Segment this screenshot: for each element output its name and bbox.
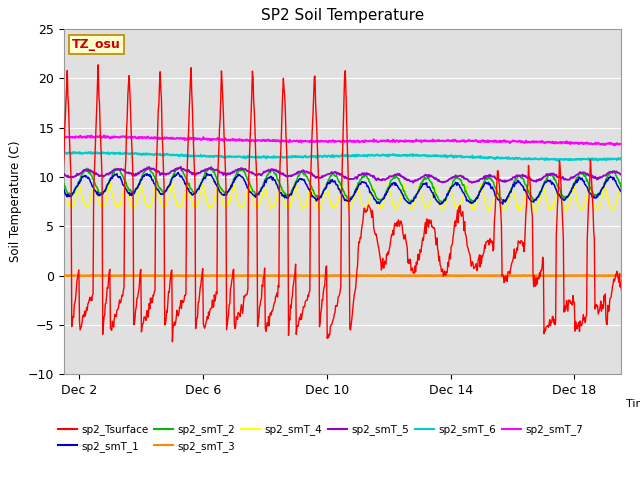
sp2_smT_6 (554, 158, 562, 164)
sp2_smT_7 (393, 137, 401, 143)
sp2_smT_2 (438, 200, 446, 206)
sp2_Tsurface (415, 255, 423, 261)
Legend: sp2_Tsurface, sp2_smT_1, sp2_smT_2, sp2_smT_3, sp2_smT_4, sp2_smT_5, sp2_smT_6, : sp2_Tsurface, sp2_smT_1, sp2_smT_2, sp2_… (58, 424, 583, 452)
sp2_smT_3 (319, 273, 326, 279)
sp2_smT_5 (170, 167, 177, 173)
sp2_smT_7 (415, 138, 423, 144)
sp2_smT_2 (415, 184, 423, 190)
sp2_smT_3 (536, 273, 544, 278)
sp2_smT_2 (45, 180, 52, 185)
sp2_smT_5 (393, 172, 401, 178)
sp2_Tsurface (251, 126, 259, 132)
sp2_smT_7 (319, 138, 326, 144)
sp2_smT_7 (251, 138, 259, 144)
sp2_smT_5 (177, 164, 184, 169)
sp2_smT_6 (45, 150, 52, 156)
sp2_Tsurface (630, 356, 637, 361)
sp2_smT_4 (536, 195, 544, 201)
sp2_smT_6 (536, 156, 543, 162)
sp2_smT_4 (319, 198, 326, 204)
sp2_smT_6 (415, 152, 423, 158)
sp2_smT_6 (170, 153, 178, 158)
Line: sp2_smT_5: sp2_smT_5 (49, 167, 636, 183)
sp2_smT_1 (45, 179, 52, 184)
sp2_smT_2 (536, 192, 544, 197)
sp2_smT_5 (45, 172, 52, 178)
sp2_smT_2 (319, 190, 326, 196)
sp2_smT_2 (632, 178, 640, 184)
sp2_smT_5 (251, 172, 259, 178)
Line: sp2_Tsurface: sp2_Tsurface (49, 65, 636, 359)
sp2_smT_4 (415, 182, 423, 188)
sp2_Tsurface (536, 270, 543, 276)
sp2_smT_7 (170, 136, 178, 142)
sp2_smT_6 (86, 149, 94, 155)
sp2_smT_6 (319, 154, 326, 159)
sp2_smT_5 (536, 177, 544, 182)
sp2_Tsurface (170, 319, 178, 325)
sp2_smT_6 (393, 153, 401, 159)
sp2_smT_3 (459, 273, 467, 279)
sp2_smT_4 (45, 182, 52, 188)
sp2_smT_4 (632, 184, 640, 190)
sp2_smT_5 (468, 180, 476, 186)
sp2_smT_3 (251, 273, 259, 278)
sp2_smT_2 (170, 171, 178, 177)
Line: sp2_smT_1: sp2_smT_1 (49, 172, 636, 204)
sp2_Tsurface (45, 323, 52, 329)
sp2_smT_6 (632, 155, 640, 160)
sp2_smT_1 (319, 191, 326, 196)
sp2_smT_7 (45, 133, 52, 139)
sp2_smT_7 (100, 132, 108, 138)
sp2_smT_5 (319, 174, 326, 180)
Text: TZ_osu: TZ_osu (72, 38, 121, 51)
sp2_Tsurface (319, 298, 326, 303)
sp2_smT_5 (415, 176, 423, 181)
Y-axis label: Soil Temperature (C): Soil Temperature (C) (10, 141, 22, 263)
sp2_smT_4 (393, 205, 401, 211)
sp2_smT_3 (415, 273, 423, 278)
sp2_Tsurface (393, 219, 401, 225)
sp2_smT_3 (170, 273, 178, 278)
sp2_smT_5 (632, 171, 640, 177)
Line: sp2_smT_7: sp2_smT_7 (49, 135, 636, 145)
Text: Time: Time (627, 398, 640, 408)
sp2_smT_1 (251, 192, 259, 198)
sp2_smT_7 (536, 139, 543, 144)
sp2_smT_2 (144, 164, 152, 170)
sp2_smT_1 (174, 169, 182, 175)
sp2_smT_1 (415, 187, 423, 192)
Title: SP2 Soil Temperature: SP2 Soil Temperature (260, 9, 424, 24)
sp2_smT_4 (532, 209, 540, 215)
Line: sp2_smT_2: sp2_smT_2 (49, 167, 636, 203)
sp2_smT_2 (251, 191, 259, 196)
sp2_smT_1 (170, 174, 177, 180)
sp2_smT_7 (624, 143, 632, 148)
sp2_smT_3 (393, 273, 401, 278)
sp2_smT_7 (632, 142, 640, 147)
sp2_smT_3 (100, 273, 108, 278)
sp2_smT_4 (251, 203, 259, 208)
sp2_smT_3 (632, 273, 640, 278)
sp2_Tsurface (94, 62, 102, 68)
sp2_Tsurface (632, 322, 640, 327)
sp2_smT_3 (45, 273, 52, 278)
sp2_smT_1 (632, 178, 640, 183)
Line: sp2_smT_4: sp2_smT_4 (49, 181, 636, 212)
sp2_smT_4 (106, 178, 114, 184)
sp2_smT_1 (536, 189, 544, 195)
Line: sp2_smT_6: sp2_smT_6 (49, 152, 636, 161)
sp2_smT_4 (170, 192, 178, 197)
sp2_smT_2 (393, 174, 401, 180)
sp2_smT_6 (251, 155, 259, 160)
sp2_smT_1 (393, 182, 401, 188)
sp2_smT_1 (499, 201, 507, 207)
